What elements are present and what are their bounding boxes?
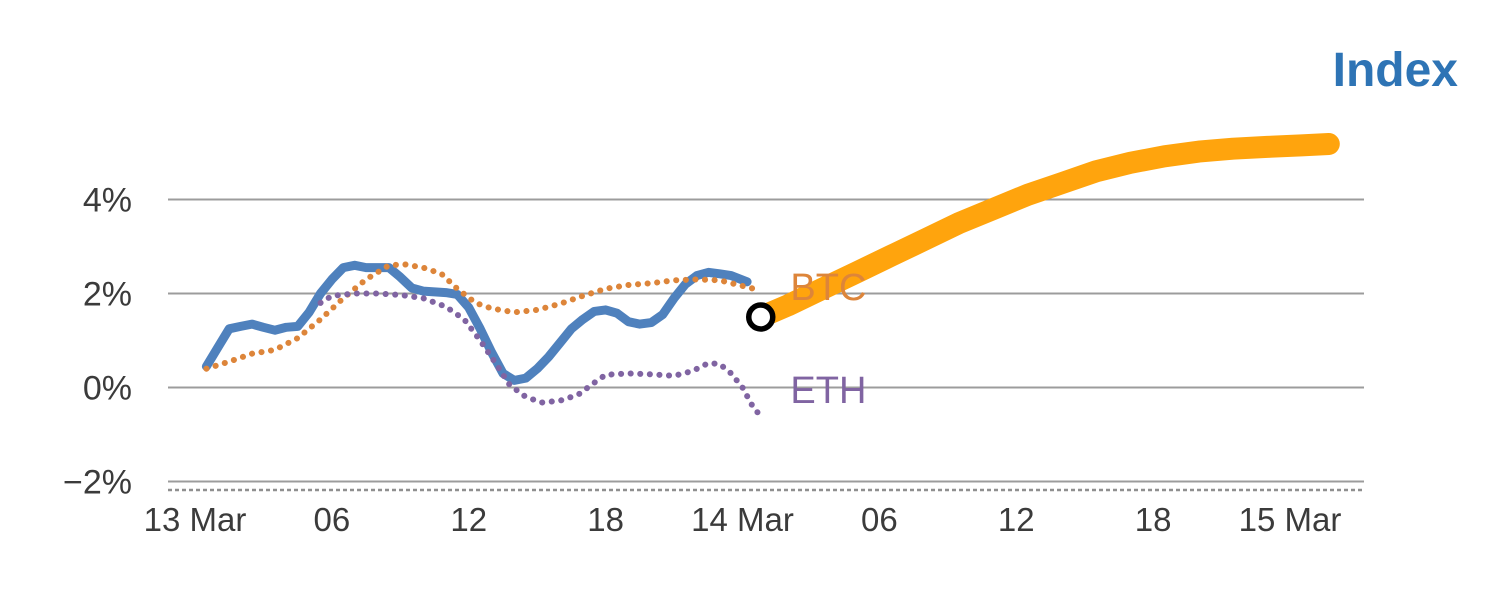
eth-line — [317, 290, 764, 419]
gridlines-group — [168, 198, 1364, 492]
y-tick-label: 0% — [83, 370, 132, 408]
current-value-marker — [746, 302, 776, 332]
index-forecast-line — [749, 133, 1340, 328]
y-tick-label: 2% — [83, 276, 132, 314]
y-tick-label: −2% — [63, 464, 132, 502]
x-tick-label: 13 Mar — [144, 501, 247, 538]
chart-title: Index — [1333, 44, 1459, 97]
x-tick-label: 18 — [1135, 501, 1172, 538]
eth-series-label: ETH — [790, 370, 866, 412]
series-lines-group — [201, 133, 1340, 419]
axis-tick-labels-group: 4% 2% 0% −2% 13 Mar 06 12 18 14 Mar 06 12 18 15 Mar — [63, 182, 1341, 539]
series-labels-group: BTC ETH — [790, 267, 866, 412]
x-tick-label: 15 Mar — [1239, 501, 1342, 538]
x-tick-label: 12 — [450, 501, 487, 538]
x-tick-label: 06 — [314, 501, 351, 538]
x-tick-label: 18 — [587, 501, 624, 538]
btc-line — [203, 261, 757, 372]
x-tick-label: 06 — [861, 501, 898, 538]
x-tick-label: 12 — [998, 501, 1035, 538]
x-tick-label: 14 Mar — [691, 501, 794, 538]
index-line — [201, 260, 752, 385]
y-tick-label: 4% — [83, 182, 132, 220]
btc-series-label: BTC — [790, 267, 866, 309]
